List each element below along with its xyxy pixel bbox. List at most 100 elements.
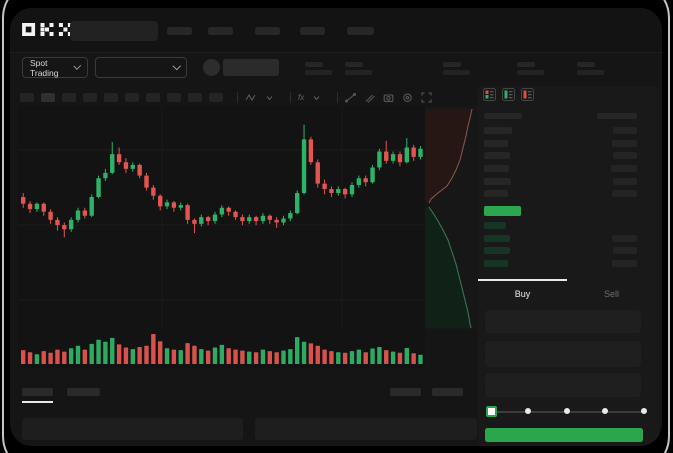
timeframe-button-placeholder[interactable] [62, 92, 76, 102]
trade-tabs: Buy Sell [478, 279, 656, 303]
slider-handle[interactable] [486, 406, 497, 417]
nav-item-placeholder[interactable] [167, 27, 192, 35]
book-combined-icon[interactable] [483, 88, 496, 101]
price-placeholder [484, 152, 510, 160]
order-book-view-switcher [483, 88, 534, 101]
book-asks-icon[interactable] [521, 88, 534, 101]
nav-item-placeholder[interactable] [255, 27, 280, 35]
nav-item-placeholder[interactable] [300, 27, 325, 35]
slider-stop-dot[interactable] [602, 408, 609, 414]
trendline-icon[interactable] [345, 91, 357, 103]
price-placeholder [484, 127, 512, 134]
ask-row[interactable] [478, 127, 659, 134]
bottom-panel-placeholder [255, 418, 477, 440]
price-input-placeholder[interactable] [485, 310, 641, 333]
bid-row[interactable] [478, 260, 659, 268]
slider-stop-dot[interactable] [524, 408, 531, 414]
ask-row[interactable] [478, 190, 659, 198]
timeframe-button-placeholder[interactable] [146, 92, 160, 102]
chevron-down-icon [172, 62, 181, 70]
chart-toolbar: fx [20, 90, 660, 104]
zigzag-line-icon[interactable] [245, 91, 257, 103]
order-book-header [478, 113, 659, 119]
amount-input-placeholder[interactable] [485, 341, 641, 367]
order-book-asks [478, 127, 659, 203]
book-bids-icon[interactable] [502, 88, 515, 101]
ticker-stat-placeholder [443, 62, 470, 75]
chevron-down-icon[interactable] [264, 91, 276, 103]
ask-row[interactable] [478, 139, 659, 147]
market-type-label: Spot Trading [30, 57, 59, 78]
timeframe-button-placeholder[interactable] [125, 92, 139, 102]
bid-row[interactable] [478, 222, 659, 229]
toolbar-divider [237, 91, 238, 103]
pair-selector-dropdown[interactable] [95, 57, 187, 78]
ticker-stat-placeholder [345, 62, 372, 75]
amount-placeholder [613, 177, 637, 185]
price-placeholder [484, 247, 510, 255]
tab-sell[interactable]: Sell [603, 289, 619, 299]
timeframe-button-placeholder[interactable] [167, 92, 181, 102]
bottom-action-placeholder[interactable] [432, 388, 463, 396]
timeframe-button-placeholder[interactable] [209, 92, 223, 102]
timeframe-button-placeholder-selected[interactable] [41, 92, 55, 102]
ask-row[interactable] [478, 165, 659, 173]
ask-row[interactable] [478, 152, 659, 160]
price-placeholder [484, 165, 509, 173]
chevron-down-icon[interactable] [311, 91, 323, 103]
amount-placeholder [612, 234, 637, 242]
price-placeholder [484, 139, 508, 147]
toolbar-divider [290, 91, 291, 103]
price-placeholder [484, 177, 511, 185]
search-input[interactable] [70, 21, 158, 41]
total-input-placeholder[interactable] [485, 373, 641, 397]
slider-stop-dot[interactable] [563, 408, 570, 414]
timeframe-button-placeholder[interactable] [20, 92, 34, 102]
ticker-stat-placeholder [517, 62, 544, 75]
chevron-down-icon [74, 62, 82, 70]
last-price-bar[interactable] [484, 206, 521, 216]
app-window: Spot Trading [10, 8, 662, 446]
price-placeholder [484, 190, 508, 198]
tab-buy[interactable]: Buy [478, 279, 567, 303]
bottom-tab-placeholder-active[interactable] [22, 388, 53, 403]
camera-icon[interactable] [383, 91, 395, 103]
market-type-dropdown[interactable]: Spot Trading [22, 57, 88, 78]
order-book-bids [478, 222, 659, 273]
timeframe-button-placeholder[interactable] [104, 92, 118, 102]
amount-column-header-placeholder [597, 113, 637, 119]
timeframe-button-placeholder[interactable] [83, 92, 97, 102]
buy-button[interactable] [485, 428, 643, 442]
nav-item-placeholder[interactable] [208, 27, 233, 35]
top-nav [10, 8, 662, 53]
amount-placeholder [611, 165, 637, 173]
settings-icon[interactable] [402, 91, 414, 103]
bottom-tab-placeholder[interactable] [67, 388, 100, 396]
amount-placeholder [613, 152, 637, 160]
ticker-stat-placeholder [305, 62, 332, 75]
bid-row[interactable] [478, 247, 659, 255]
chart-area[interactable] [18, 106, 425, 368]
draw-icon[interactable] [364, 91, 376, 103]
bottom-panel-placeholder [22, 418, 243, 440]
depth-chart [425, 106, 478, 330]
order-panel: Buy Sell [478, 86, 659, 446]
amount-placeholder [612, 260, 637, 268]
last-price-placeholder [223, 59, 279, 76]
indicators-fx-icon[interactable]: fx [298, 92, 305, 102]
slider-stop-dot[interactable] [641, 408, 647, 414]
nav-item-placeholder[interactable] [347, 27, 374, 35]
okx-logo [22, 23, 72, 36]
amount-placeholder [613, 247, 637, 255]
bottom-action-placeholder[interactable] [390, 388, 421, 396]
price-column-header-placeholder [484, 113, 522, 119]
candlestick-chart [18, 106, 425, 364]
ticker-stat-placeholder [577, 62, 604, 75]
fullscreen-icon[interactable] [421, 91, 433, 103]
timeframe-button-placeholder[interactable] [188, 92, 202, 102]
bid-row[interactable] [478, 234, 659, 242]
amount-placeholder [612, 139, 637, 147]
ask-row[interactable] [478, 177, 659, 185]
